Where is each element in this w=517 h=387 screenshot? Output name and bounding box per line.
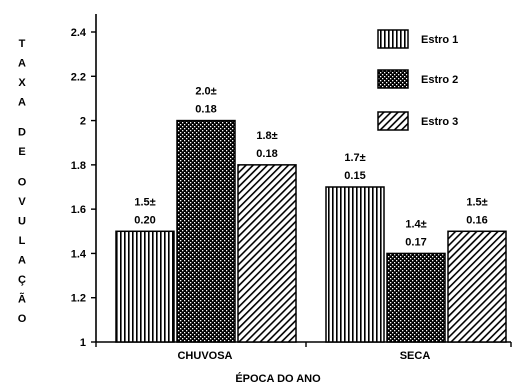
bar: [325, 186, 385, 343]
y-tick-label: 2.2: [71, 71, 86, 83]
y-tick-label: 1.2: [71, 293, 86, 305]
bars: [115, 119, 507, 343]
bar: [386, 252, 446, 343]
y-tick-label: 2: [80, 116, 86, 128]
y-axis-title-letter: Ç: [18, 274, 26, 286]
y-axis-title-letter: A: [18, 97, 26, 109]
data-label-mean: 2.0±: [195, 86, 216, 98]
y-tick-label: 1.6: [71, 204, 86, 216]
data-label-mean: 1.7±: [344, 152, 365, 164]
data-label-mean: 1.5±: [466, 196, 487, 208]
x-axis-title: ÉPOCA DO ANO: [235, 372, 321, 385]
x-tick-label: CHUVOSA: [177, 350, 232, 362]
y-axis-title-letter: A: [18, 254, 26, 266]
data-label-sd: 0.17: [405, 236, 426, 248]
y-axis-title-letter: X: [18, 77, 26, 89]
data-label-mean: 1.8±: [256, 130, 277, 142]
legend-label: Estro 1: [421, 34, 458, 46]
y-tick-label: 2.4: [71, 27, 87, 39]
legend-swatch: [377, 111, 409, 131]
y-axis-title-letter: Ã: [18, 292, 26, 305]
y-axis-title-letter: V: [18, 196, 26, 208]
y-axis-title-letter: T: [19, 38, 26, 50]
x-axis-ticks: CHUVOSA SECA: [95, 342, 512, 362]
y-axis-title-letter: L: [19, 235, 26, 247]
y-tick-label: 1.8: [71, 160, 86, 172]
data-label-mean: 1.4±: [405, 218, 426, 230]
x-tick-label: SECA: [400, 350, 431, 362]
y-axis-title-letter: O: [18, 313, 27, 325]
data-label-sd: 0.18: [195, 104, 216, 116]
bar: [176, 119, 236, 343]
y-tick-label: 1.4: [71, 248, 87, 260]
y-axis-title-letter: A: [18, 58, 26, 70]
y-axis-title-letter: E: [18, 146, 25, 158]
data-label-sd: 0.16: [466, 214, 487, 226]
data-label-sd: 0.20: [134, 214, 155, 226]
bar: [237, 164, 297, 343]
data-label-sd: 0.15: [344, 170, 365, 182]
legend-label: Estro 3: [421, 116, 458, 128]
legend: Estro 1 Estro 2 Estro 3: [377, 29, 458, 131]
legend-label: Estro 2: [421, 74, 458, 86]
bar: [115, 230, 175, 343]
data-labels: 1.5± 0.20 2.0± 0.18 1.8± 0.18 1.7± 0.15 1.4± 0.17…: [134, 86, 487, 249]
legend-swatch: [377, 69, 409, 89]
y-axis-title-letter: U: [18, 215, 26, 227]
bar: [447, 230, 507, 343]
y-axis-title-letter: D: [18, 127, 26, 139]
legend-swatch: [377, 29, 409, 49]
y-tick-label: 1: [80, 337, 86, 349]
y-axis-title-letter: O: [18, 176, 27, 188]
y-axis-ticks: 1 1.2 1.4 1.6 1.8 2 2.2 2.4: [71, 27, 96, 349]
data-label-mean: 1.5±: [134, 196, 155, 208]
data-label-sd: 0.18: [256, 148, 277, 160]
